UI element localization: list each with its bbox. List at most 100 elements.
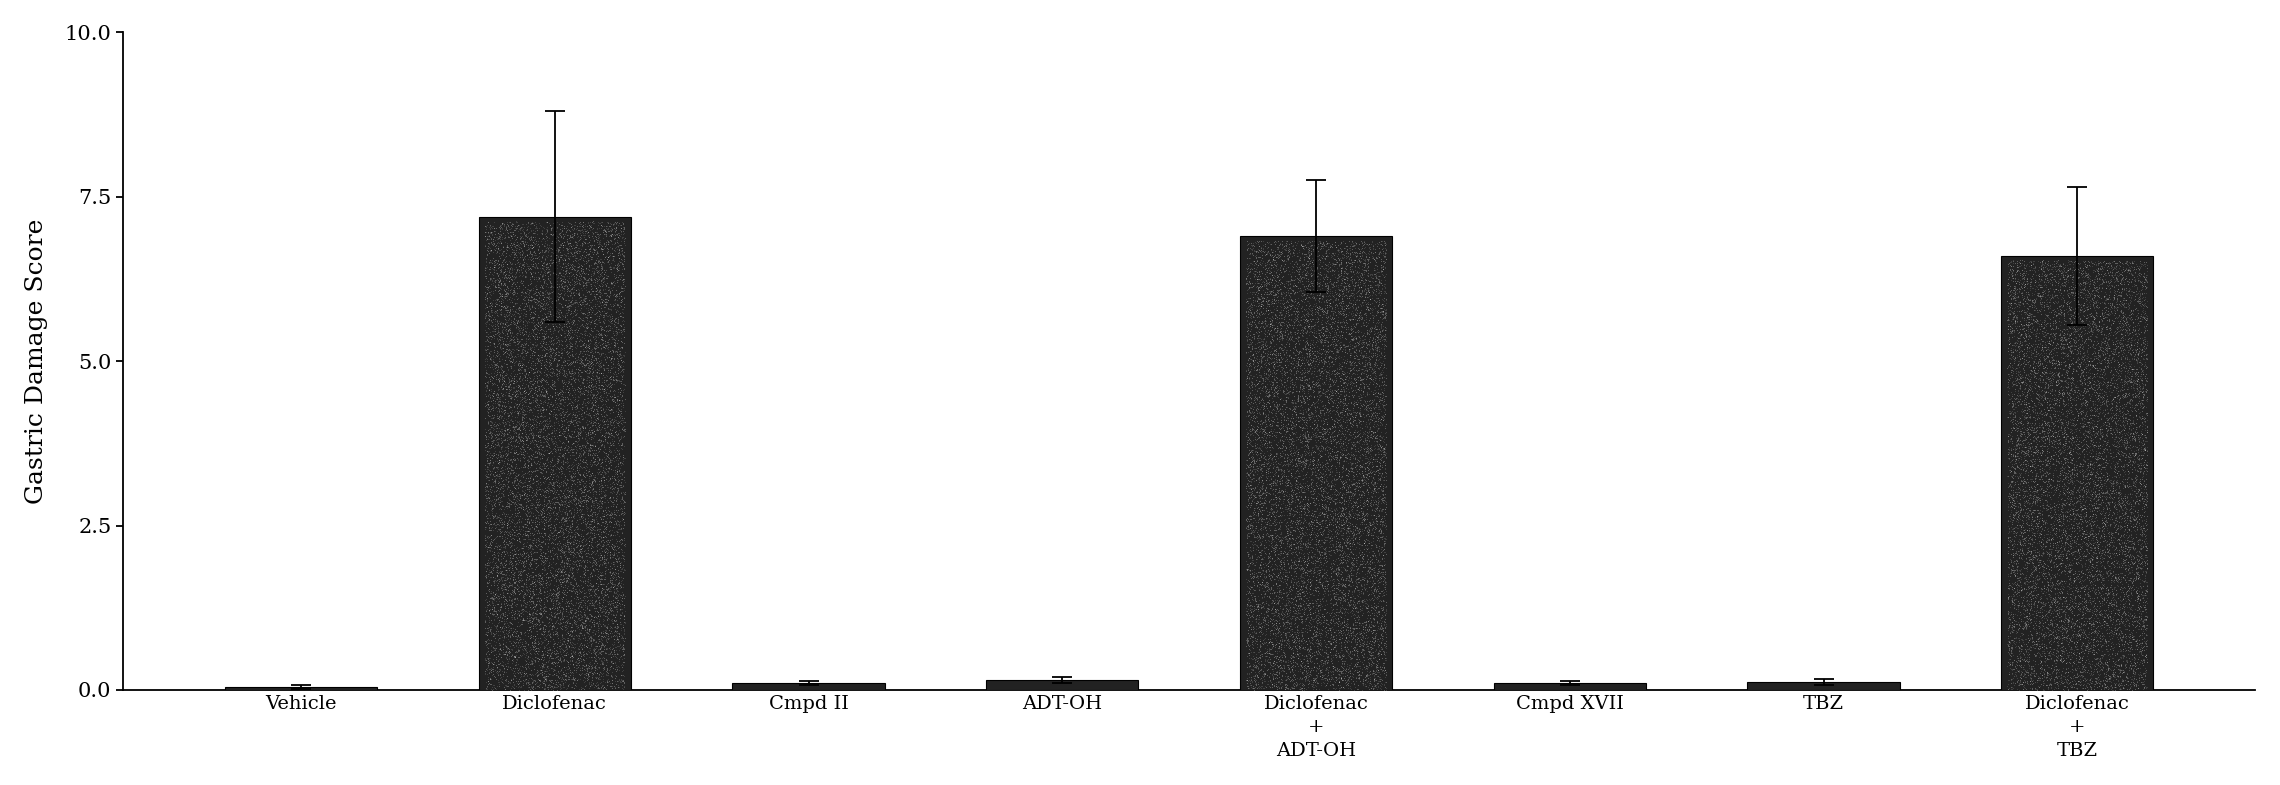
Point <box>2009 459 2045 472</box>
Point <box>581 504 618 517</box>
Point <box>2000 583 2036 596</box>
Point <box>1327 655 1363 667</box>
Point <box>2041 462 2077 474</box>
Point <box>1284 593 1320 605</box>
Point <box>1334 275 1370 287</box>
Point <box>2079 270 2116 283</box>
Point <box>588 401 625 414</box>
Point <box>2100 339 2136 352</box>
Point <box>2098 677 2134 689</box>
Point <box>529 399 565 411</box>
Point <box>1990 273 2027 286</box>
Point <box>470 657 506 670</box>
Point <box>2114 401 2150 414</box>
Point <box>2100 323 2136 335</box>
Point <box>2100 265 2136 277</box>
Point <box>2070 357 2107 370</box>
Point <box>502 641 538 654</box>
Point <box>1350 560 1386 573</box>
Point <box>495 372 531 385</box>
Point <box>2063 517 2100 530</box>
Point <box>1325 602 1361 615</box>
Point <box>1272 630 1309 642</box>
Point <box>506 430 543 443</box>
Point <box>568 477 604 490</box>
Point <box>575 545 611 557</box>
Point <box>2084 383 2120 396</box>
Point <box>2054 505 2091 517</box>
Point <box>520 594 556 607</box>
Point <box>536 378 572 390</box>
Point <box>499 415 536 428</box>
Point <box>1363 563 1400 575</box>
Point <box>547 495 584 507</box>
Point <box>588 449 625 462</box>
Point <box>1366 445 1402 458</box>
Point <box>522 305 559 317</box>
Point <box>1245 590 1281 602</box>
Point <box>1254 293 1290 305</box>
Point <box>2109 374 2145 387</box>
Point <box>502 612 538 625</box>
Point <box>1311 297 1347 309</box>
Point <box>1341 310 1377 323</box>
Point <box>2009 509 2045 521</box>
Point <box>1300 316 1336 328</box>
Point <box>602 639 638 652</box>
Point <box>1336 457 1373 469</box>
Point <box>1302 549 1338 561</box>
Point <box>477 601 513 614</box>
Point <box>568 648 604 661</box>
Point <box>552 636 588 648</box>
Point <box>2073 669 2109 681</box>
Point <box>600 639 636 652</box>
Point <box>1313 544 1350 557</box>
Point <box>479 451 515 464</box>
Point <box>559 394 595 407</box>
Point <box>467 377 504 389</box>
Point <box>506 501 543 513</box>
Point <box>1366 615 1402 627</box>
Point <box>1343 340 1379 352</box>
Point <box>2047 333 2084 345</box>
Point <box>1290 509 1327 521</box>
Point <box>2018 324 2054 337</box>
Point <box>579 366 616 378</box>
Point <box>470 573 506 586</box>
Point <box>593 619 629 632</box>
Point <box>2093 495 2130 508</box>
Point <box>2109 655 2145 667</box>
Point <box>511 376 547 389</box>
Point <box>527 444 563 456</box>
Point <box>2095 309 2132 322</box>
Point <box>568 290 604 302</box>
Point <box>1995 342 2031 355</box>
Point <box>2018 627 2054 640</box>
Point <box>2107 312 2143 324</box>
Point <box>2006 557 2043 570</box>
Point <box>2070 581 2107 593</box>
Point <box>1270 414 1306 426</box>
Point <box>572 477 609 490</box>
Point <box>1322 666 1359 679</box>
Point <box>502 276 538 288</box>
Point <box>554 356 591 368</box>
Point <box>2084 397 2120 410</box>
Point <box>520 292 556 305</box>
Point <box>1332 290 1368 302</box>
Point <box>2093 401 2130 414</box>
Point <box>1309 340 1345 352</box>
Point <box>2118 283 2155 296</box>
Point <box>506 684 543 696</box>
Point <box>1247 373 1284 385</box>
Point <box>481 446 518 458</box>
Point <box>2050 656 2086 669</box>
Point <box>495 292 531 305</box>
Point <box>2050 369 2086 382</box>
Point <box>1277 659 1313 672</box>
Point <box>1338 469 1375 482</box>
Point <box>2045 363 2082 376</box>
Point <box>1309 263 1345 276</box>
Point <box>2016 411 2052 423</box>
Point <box>1265 565 1302 578</box>
